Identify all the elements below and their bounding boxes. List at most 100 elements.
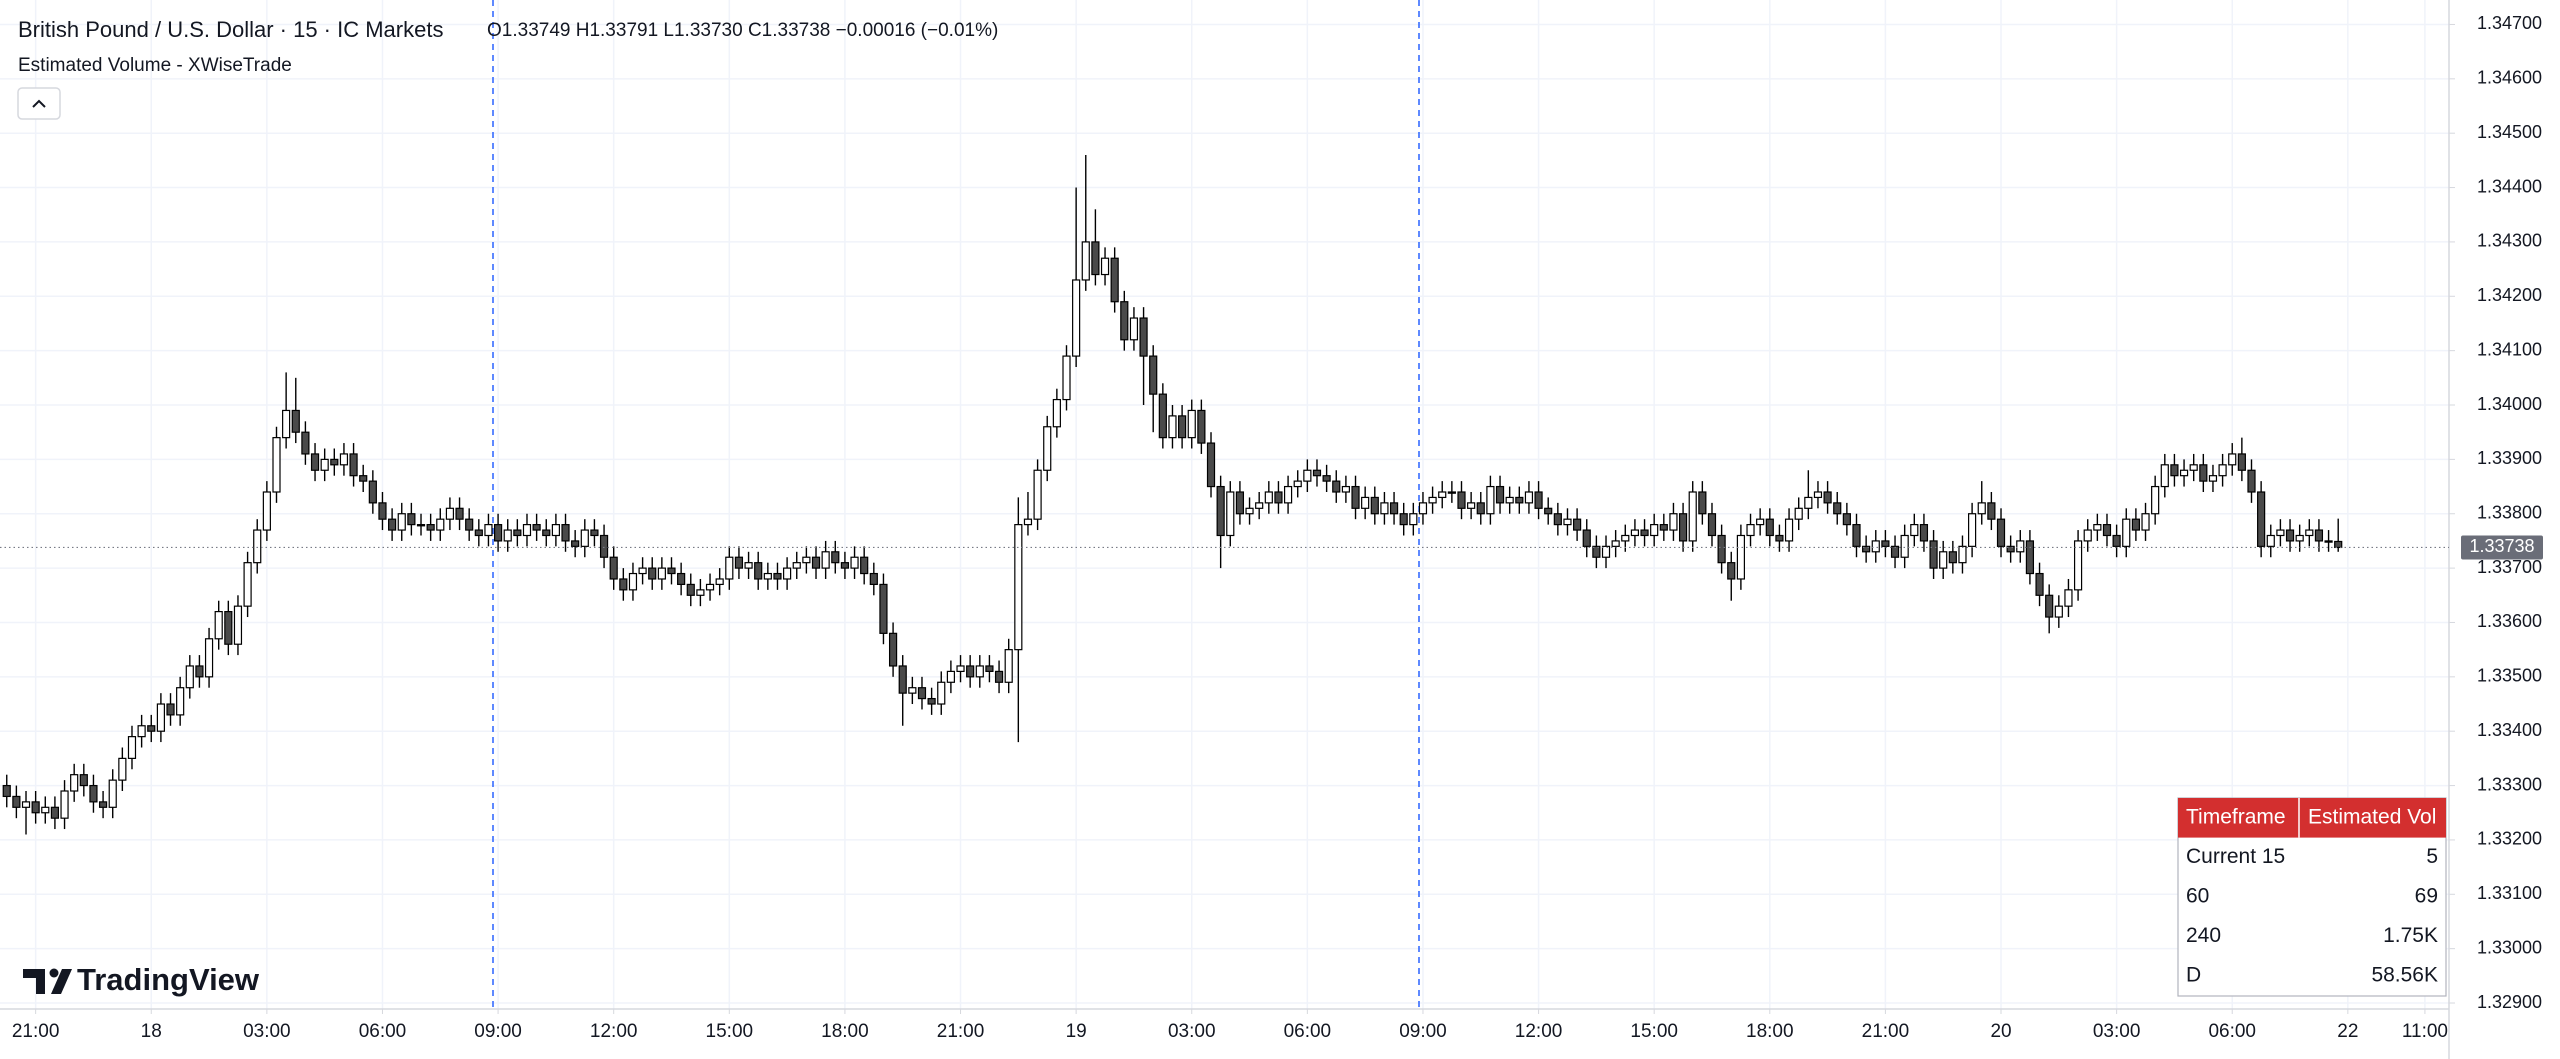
x-tick-label: 18 [141,1021,162,1042]
candle-body [2189,464,2198,471]
candle-body [725,556,734,580]
candle-body [1958,545,1967,564]
candle-body [262,491,271,531]
candle-body [1226,491,1235,537]
candle-body [2314,529,2324,542]
candle-body [1592,545,1601,558]
candle-body [204,638,214,678]
candle-body [1120,301,1129,341]
candle-body [1727,562,1736,580]
candle-body [1534,491,1543,509]
x-tick-label: 20 [1990,1021,2011,1042]
candle-body [1756,518,1765,526]
candle-body [1235,491,1245,515]
candle-body [744,562,753,569]
candle-body [609,556,618,580]
candle-body [783,567,792,580]
candle-body [1833,502,1842,515]
candle-body [1322,475,1331,482]
candle-body [966,665,975,678]
y-tick-label: 1.33200 [2477,829,2542,849]
candle-body [937,681,946,705]
y-tick-label: 1.33500 [2477,666,2542,686]
candle-body [1707,513,1717,537]
x-tick-label: 12:00 [590,1021,638,1042]
table-cell: 1.75K [2383,924,2438,947]
watermark-text: TradingView [77,962,260,997]
candle-body [1361,496,1370,509]
candle-body [1804,496,1813,509]
candle-body [2112,534,2121,547]
collapse-icon[interactable] [32,99,46,108]
collapse-button[interactable] [17,87,61,120]
collapse-button-box[interactable] [17,87,61,120]
x-tick-label: 11:00 [2402,1021,2448,1042]
candle-body [1659,524,1668,531]
candle-body [368,480,377,504]
candle-body [1312,469,1322,477]
candle-body [1698,491,1707,515]
candle-body [1890,545,1900,558]
candle-body [176,687,185,716]
x-tick-label: 15:00 [1630,1021,1678,1042]
candle-body [1640,529,1649,537]
candle-body [416,524,426,527]
candle-body [1573,518,1582,531]
x-tick-label: 21:00 [12,1021,60,1042]
candle-body [378,502,387,520]
candle-body [12,795,21,808]
candle-body [310,453,320,471]
candle-body [1505,496,1514,504]
candle-body [2208,475,2218,482]
candle-body [195,665,204,678]
x-tick-label: 21:00 [1862,1021,1910,1042]
candle-body [1303,469,1312,482]
candle-body [2131,518,2140,531]
y-tick-label: 1.34200 [2477,285,2542,305]
candle-body [1544,507,1553,515]
x-tick-label: 18:00 [1746,1021,1794,1042]
candle-body [359,475,368,482]
candle-body [339,453,349,466]
candle-body [1149,355,1158,395]
candle-body [840,562,850,569]
candle-body [272,437,281,493]
candle-body [89,784,98,803]
candle-body [1515,496,1524,504]
candle-body [166,703,175,716]
candle-body [1582,529,1591,547]
candle-body [1341,485,1350,493]
candle-body [349,453,358,477]
candle-body [1842,513,1851,526]
logo-part [49,968,59,978]
candle-body [50,806,60,819]
candle-body [2295,534,2304,542]
candle-body [686,583,695,596]
candle-body [1765,518,1774,537]
candle-body [118,757,127,781]
candle-body [1072,279,1081,357]
candle-body [1852,524,1861,547]
candle-body [1794,507,1803,520]
candle-body [21,801,31,808]
candle-body [1004,649,1013,683]
candle-body [185,665,194,689]
candle-body [599,534,609,558]
last-price-box [2461,535,2543,560]
candle-body [1813,491,1823,499]
candle-body [1438,491,1447,499]
candle-body [638,567,647,575]
y-tick-label: 1.34000 [2477,394,2542,414]
candle-body [2160,464,2169,488]
x-tick-label: 21:00 [937,1021,985,1042]
candle-body [330,458,339,466]
candle-body [802,556,811,564]
candle-body [773,572,782,580]
candle-body [2093,524,2102,531]
candle-body [1332,480,1341,493]
candle-body [1784,518,1794,542]
candle-body [1621,534,1630,542]
candle-body [522,524,532,537]
y-tick-label: 1.34400 [2477,176,2542,196]
